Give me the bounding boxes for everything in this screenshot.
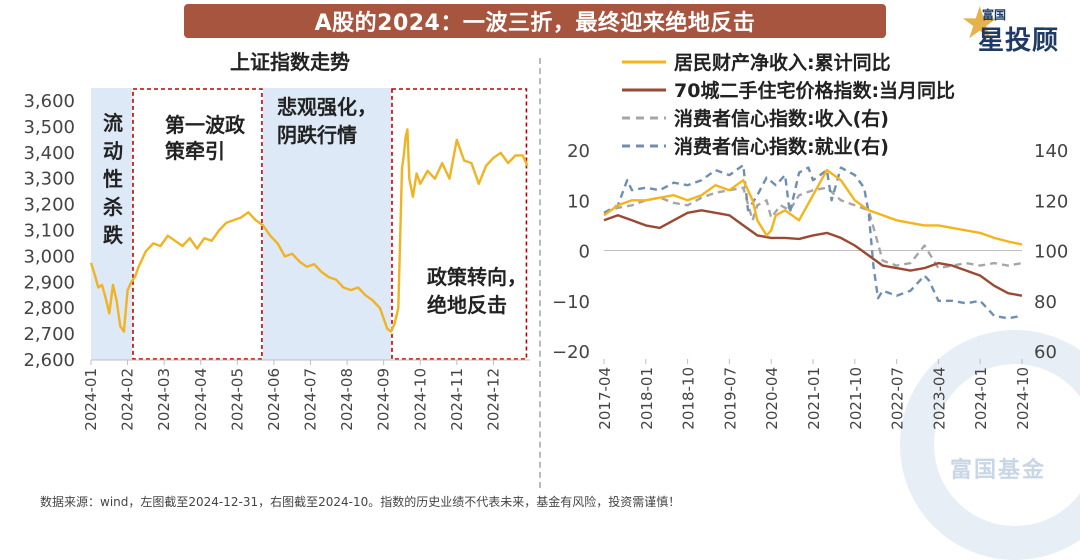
- x-tick-label: 2024-11: [448, 368, 466, 431]
- brand-logo: ★ 富国 星投顾: [960, 2, 1078, 60]
- phase-3-label: 阴跌行情: [277, 123, 357, 147]
- x-tick-label: 2018-10: [680, 367, 698, 430]
- y-tick-label: 2,700: [23, 324, 75, 345]
- watermark-text: 富国基金: [950, 458, 1047, 483]
- y-tick-label: 3,200: [23, 195, 75, 216]
- y-tick-label: 3,600: [23, 91, 75, 112]
- x-tick-label: 2024-05: [228, 368, 246, 431]
- phase-1-label: 跌: [103, 223, 124, 247]
- right-y-tick-label: 80: [1034, 292, 1057, 313]
- right-y-tick-label: 100: [1034, 242, 1068, 263]
- left-y-tick-label: 20: [567, 141, 590, 162]
- y-tick-label: 3,300: [23, 169, 75, 190]
- y-tick-label: 2,600: [23, 350, 75, 371]
- x-tick-label: 2024-04: [192, 368, 210, 431]
- left-y-tick-label: 0: [579, 242, 590, 263]
- x-tick-label: 2020-04: [763, 367, 781, 430]
- phase-2-label: 策牵引: [165, 139, 225, 163]
- index-line: [89, 128, 529, 333]
- income-line: [603, 168, 1023, 246]
- x-tick-label: 2024-06: [265, 368, 283, 431]
- right-y-tick-label: 140: [1034, 141, 1068, 162]
- right-y-tick-label: 120: [1034, 191, 1068, 212]
- left-chart: 3,600 3,500 3,400 3,300 3,200 3,100 3,000 2,900…: [23, 88, 530, 431]
- left-y-tick-label: 10: [567, 191, 590, 212]
- logo-main-text: 星投顾: [978, 26, 1060, 56]
- phase-4-label: 绝地反击: [427, 293, 507, 317]
- phase-2-label: 第一波政: [165, 113, 246, 137]
- x-tick-label: 2024-08: [338, 368, 356, 431]
- confidence-employment-line: [603, 163, 1023, 320]
- phase-box-4: [391, 88, 528, 360]
- footer-note: 数据来源：wind，左图截至2024-12-31，右图截至2024-10。指数的…: [40, 495, 681, 509]
- x-tick-label: 2021-01: [805, 367, 823, 430]
- phase-1-label: 流: [103, 111, 123, 135]
- star-icon: ★: [960, 0, 1000, 49]
- confidence-income-line: [603, 186, 1023, 270]
- x-tick-label: 2024-01: [972, 367, 990, 430]
- phase-3-label: 悲观强化，: [277, 95, 377, 119]
- y-tick-label: 2,900: [23, 272, 75, 293]
- x-tick-label: 2024-01: [82, 368, 100, 431]
- x-tick-label: 2024-03: [155, 368, 173, 431]
- x-tick-label: 2019-07: [721, 367, 739, 430]
- y-tick-label: 3,500: [23, 117, 75, 138]
- x-tick-label: 2023-04: [930, 367, 948, 430]
- x-tick-label: 2024-07: [302, 368, 320, 431]
- legend-label: 消费者信心指数:收入(右): [674, 107, 889, 130]
- x-tick-label: 2017-04: [596, 367, 614, 430]
- x-tick-label: 2022-07: [889, 367, 907, 430]
- housing-price-line: [603, 209, 1023, 297]
- x-tick-label: 2024-09: [375, 368, 393, 431]
- phase-1-label: 杀: [103, 195, 123, 219]
- banner-title: A股的2024：一波三折，最终迎来绝地反击: [184, 4, 886, 38]
- x-tick-label: 2024-12: [484, 368, 502, 431]
- x-tick-label: 2024-10: [1014, 367, 1032, 430]
- y-tick-label: 3,100: [23, 220, 75, 241]
- phase-1-label: 动: [103, 139, 123, 163]
- phase-box-2: [132, 88, 263, 360]
- x-tick-label: 2024-10: [411, 368, 429, 431]
- x-tick-label: 2024-02: [119, 368, 137, 431]
- phase-1-label: 性: [103, 167, 123, 191]
- y-tick-label: 3,400: [23, 143, 75, 164]
- left-chart-title: 上证指数走势: [230, 50, 350, 74]
- left-y-tick-label: −10: [552, 292, 590, 313]
- logo-top-text: 富国: [982, 8, 1007, 22]
- chart-divider: [539, 58, 541, 488]
- legend-label: 70城二手住宅价格指数:当月同比: [674, 79, 955, 102]
- legend-label: 消费者信心指数:就业(右): [674, 135, 889, 158]
- phase-band-3: [262, 88, 391, 360]
- left-y-tick-label: −20: [552, 342, 590, 363]
- x-tick-label: 2021-10: [847, 367, 865, 430]
- x-tick-label: 2018-01: [638, 367, 656, 430]
- phase-4-label: 政策转向，: [427, 265, 527, 289]
- legend-label: 居民财产净收入:累计同比: [674, 51, 891, 74]
- y-tick-label: 2,800: [23, 298, 75, 319]
- right-y-tick-label: 60: [1034, 342, 1057, 363]
- y-tick-label: 3,000: [23, 246, 75, 267]
